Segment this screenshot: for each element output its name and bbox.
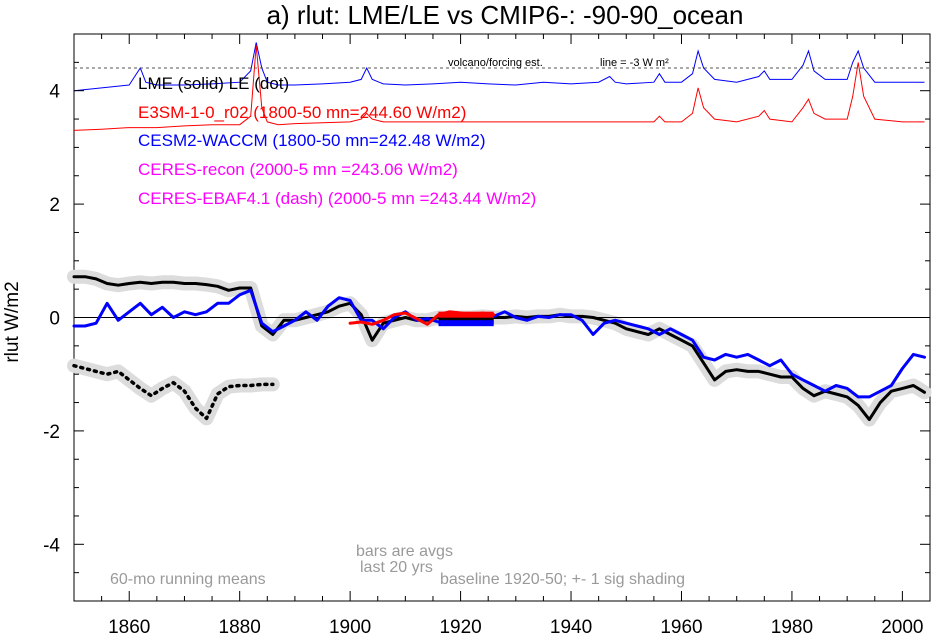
x-tick-label: 1940 <box>550 617 592 638</box>
y-tick-label: 4 <box>49 82 60 103</box>
chart-title: a) rlut: LME/LE vs CMIP6-: -90-90_ocean <box>267 0 744 30</box>
running-mean-note: 60-mo running means <box>110 571 266 588</box>
y-tick-label: 0 <box>49 309 60 330</box>
legend-entry-cesm2: CESM2-WACCM (1800-50 mn=242.48 W/m2) <box>138 131 486 150</box>
bars-note-line1: bars are avgs <box>356 543 453 560</box>
avg-bars <box>438 311 494 327</box>
forcing-line-label: line = -3 W m² <box>600 57 669 69</box>
forcing-trace-1 <box>73 45 925 131</box>
axes: 1860 1880 1900 1920 1940 1960 1980 2000 -4 -2 0 2 4 <box>43 33 931 638</box>
legend-entry-e3sm: E3SM-1-0_r02 (1800-50 mn=244.60 W/m2) <box>138 103 466 122</box>
legend-entry-ceres-ebaf: CERES-EBAF4.1 (dash) (2000-5 mn =243.44 … <box>138 189 536 208</box>
legend-entry-lme-le: LME (solid) LE (dot) <box>138 74 289 93</box>
baseline-note: baseline 1920-50; +- 1 sig shading <box>440 571 685 588</box>
forcing-traces <box>73 42 925 131</box>
x-tick-label: 1900 <box>329 617 371 638</box>
y-tick-label: 2 <box>49 195 60 216</box>
x-tick-label: 2000 <box>881 617 923 638</box>
legend-entry-ceres-recon: CERES-recon (2000-5 mn =243.06 W/m2) <box>138 160 458 179</box>
x-tick-label: 1960 <box>660 617 702 638</box>
forcing-trace-0 <box>73 42 925 92</box>
x-tick-label: 1880 <box>219 617 261 638</box>
avg-bar-cesm2-waccm <box>438 320 494 327</box>
series-line-le <box>72 363 275 421</box>
series-line-cesm2-waccm <box>72 288 926 399</box>
x-tick-label: 1980 <box>771 617 813 638</box>
shading-lme <box>67 269 932 427</box>
series-line-lme <box>72 275 926 422</box>
avg-bar-e3sm-1-0_r02 <box>438 311 494 318</box>
y-axis-label: rlut W/m2 <box>2 281 23 362</box>
y-tick-label: -2 <box>43 422 60 443</box>
forcing-label: volcano/forcing est. <box>448 57 543 69</box>
legend: LME (solid) LE (dot) E3SM-1-0_r02 (1800-… <box>138 74 536 208</box>
uncertainty-shading <box>67 269 932 427</box>
x-tick-label: 1920 <box>439 617 481 638</box>
y-tick-label: -4 <box>43 535 60 556</box>
bars-note-line2: last 20 yrs <box>360 559 433 576</box>
x-tick-label: 1860 <box>108 617 150 638</box>
series-lines <box>72 275 926 422</box>
